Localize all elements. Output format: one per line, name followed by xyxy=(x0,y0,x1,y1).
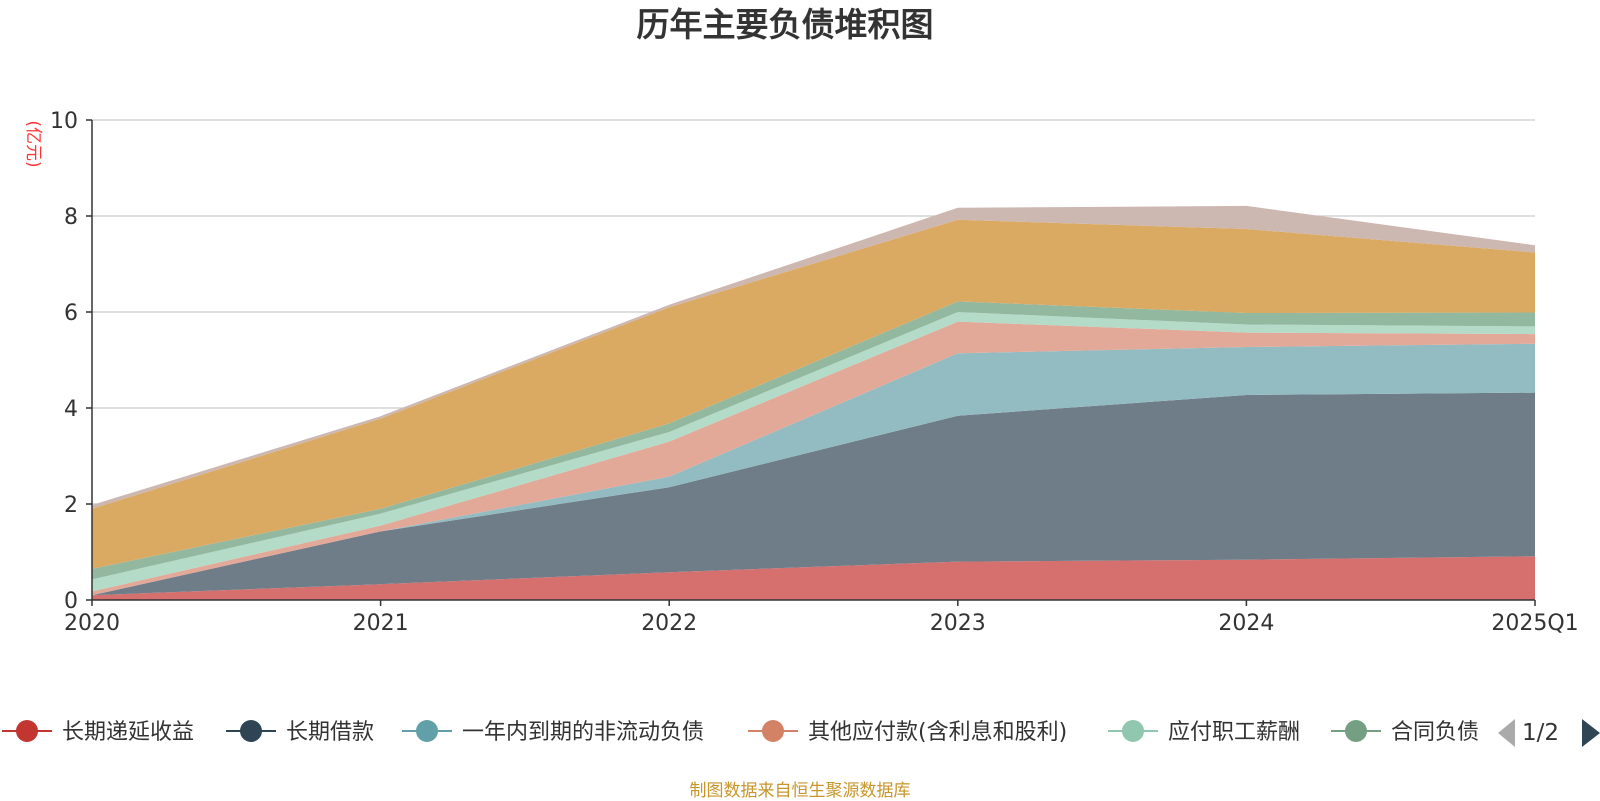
area-series-2[interactable] xyxy=(92,392,1535,596)
legend-label: 其他应付款(含利息和股利) xyxy=(808,720,1067,745)
legend-label: 一年内到期的非流动负债 xyxy=(462,720,704,745)
legend-marker xyxy=(416,720,438,742)
legend-item[interactable]: 长期递延收益 xyxy=(2,720,194,745)
x-tick-label: 2021 xyxy=(353,611,409,636)
x-tick-label: 2023 xyxy=(930,611,986,636)
legend-item[interactable]: 其他应付款(含利息和股利) xyxy=(748,720,1067,745)
y-tick-labels: 0 2 4 6 8 10 xyxy=(50,109,78,614)
area-series-1[interactable] xyxy=(92,556,1535,600)
legend-next-icon[interactable] xyxy=(1582,719,1600,747)
legend-item[interactable]: 一年内到期的非流动负债 xyxy=(402,720,704,745)
y-tick-label: 8 xyxy=(64,205,78,230)
y-axis-label: (亿元) xyxy=(23,120,43,167)
x-tick-labels: 2020 2021 2022 2023 2024 2025Q1 xyxy=(64,611,1579,636)
y-tick-label: 6 xyxy=(64,301,78,326)
legend-marker xyxy=(1345,720,1367,742)
legend-marker xyxy=(240,720,262,742)
legend-pager: 1/2 xyxy=(1496,716,1600,750)
legend-label: 应付职工薪酬 xyxy=(1168,720,1300,745)
x-tick-label: 2020 xyxy=(64,611,120,636)
x-tick-label: 2022 xyxy=(641,611,697,636)
area-series-7[interactable] xyxy=(92,219,1535,569)
area-series-group xyxy=(92,205,1535,600)
legend-label: 长期借款 xyxy=(286,720,374,745)
legend-prev-icon[interactable] xyxy=(1498,719,1515,747)
y-tick-label: 0 xyxy=(64,589,78,614)
legend-pager-graphic xyxy=(1498,719,1600,747)
legend-page-indicator: 1/2 xyxy=(1522,720,1560,746)
legend-label: 合同负债 xyxy=(1391,720,1479,745)
legend-item[interactable]: 长期借款 xyxy=(226,720,374,745)
source-note: 制图数据来自恒生聚源数据库 xyxy=(689,781,911,801)
y-tick-label: 2 xyxy=(64,493,78,518)
legend-item[interactable]: 应付职工薪酬 xyxy=(1108,720,1300,745)
legend-marker xyxy=(16,720,38,742)
chart-title: 历年主要负债堆积图 xyxy=(637,5,934,44)
legend-label: 长期递延收益 xyxy=(62,720,194,745)
legend-marker xyxy=(1122,720,1144,742)
legend: 长期递延收益 长期借款 一年内到期的非流动负债 其他应付款(含利息和股利) 应付职工薪酬… xyxy=(2,720,1479,745)
x-tick-label: 2024 xyxy=(1218,611,1274,636)
area-series-8[interactable] xyxy=(92,205,1535,509)
legend-marker xyxy=(762,720,784,742)
y-tick-label: 10 xyxy=(50,109,78,134)
area-series-3[interactable] xyxy=(92,343,1535,596)
axes xyxy=(86,119,1536,606)
x-tick-label: 2025Q1 xyxy=(1491,611,1578,636)
legend-item[interactable]: 合同负债 xyxy=(1331,720,1479,745)
y-tick-label: 4 xyxy=(64,397,78,422)
